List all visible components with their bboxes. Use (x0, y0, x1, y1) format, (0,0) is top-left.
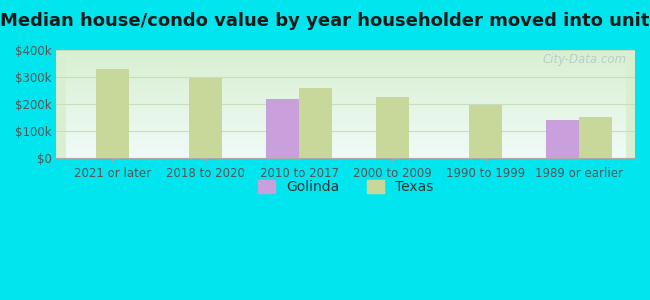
Bar (579, 117, 612, 158)
Bar (189, 78, 222, 158)
Bar (547, 120, 579, 158)
Legend: Golinda, Texas: Golinda, Texas (253, 175, 439, 200)
Bar (96, 69, 129, 158)
Text: City-Data.com: City-Data.com (542, 53, 627, 66)
Text: Median house/condo value by year householder moved into unit: Median house/condo value by year househo… (0, 12, 650, 30)
Bar (376, 97, 409, 158)
Bar (299, 88, 332, 158)
Bar (469, 104, 502, 158)
Bar (266, 99, 299, 158)
